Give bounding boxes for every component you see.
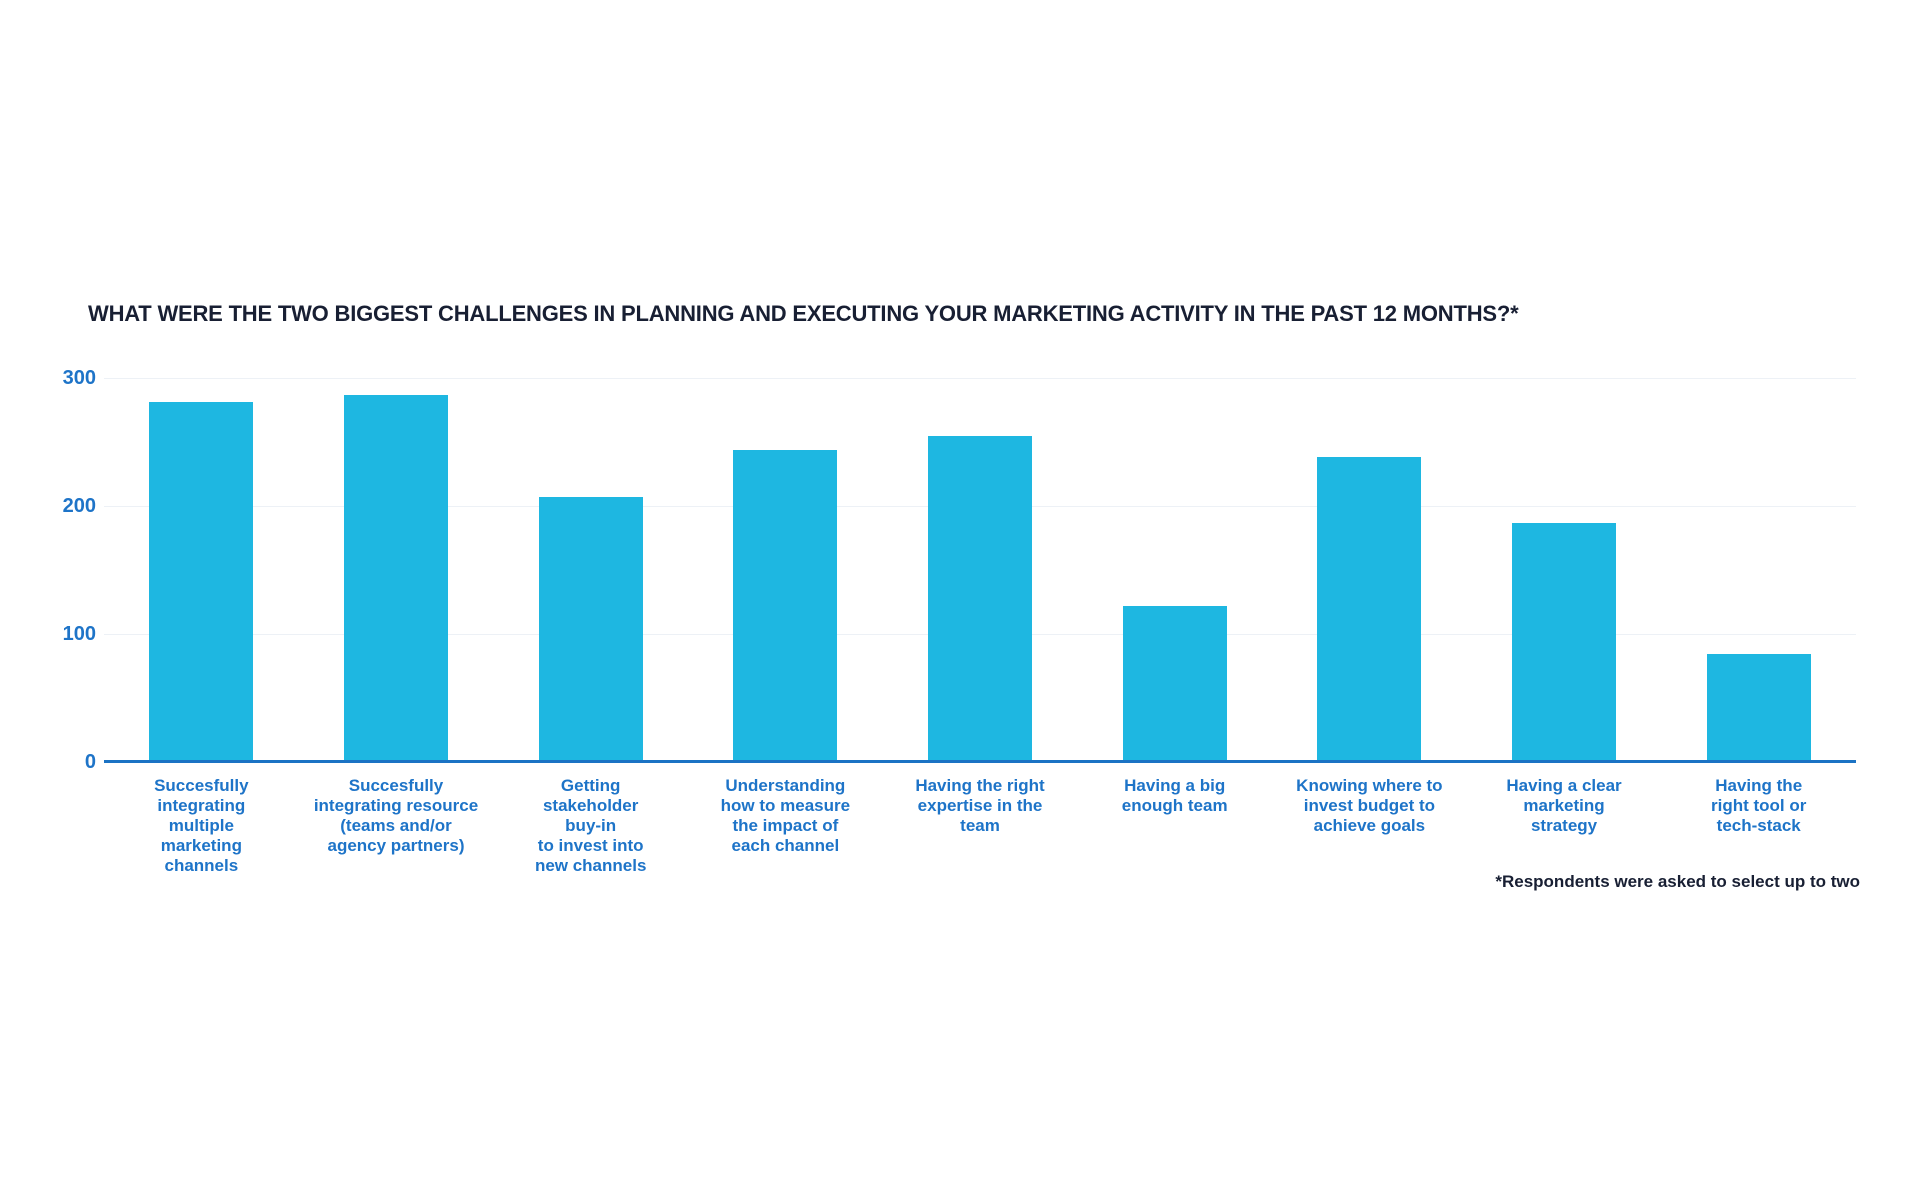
bar-column [1661,378,1856,762]
category-label: Succesfully integrating resource (teams … [313,776,479,855]
category-labels: Succesfully integrating multiple marketi… [104,776,1856,876]
y-axis-tick-label: 200 [62,495,96,517]
y-axis-tick-label: 0 [84,751,96,773]
bar [733,449,838,762]
bar [344,394,448,762]
y-axis-tick-label: 300 [62,367,96,389]
y-axis-tick-label: 100 [62,623,96,645]
x-axis-line [104,760,1856,763]
category-label: Succesfully integrating multiple marketi… [154,776,249,875]
category-label: Having a clear marketing strategy [1506,776,1622,835]
bar [928,435,1033,762]
category-label: Getting stakeholder buy-in to invest int… [534,776,647,875]
chart-plot [100,378,1856,763]
y-axis: 0 100 200 300 [0,367,96,773]
bar-column [1467,378,1662,762]
bar-column [299,378,494,762]
bar [149,402,254,762]
category-label: Having the right tool or tech-stack [1711,776,1807,835]
bar-column [493,378,688,762]
bar [538,497,643,762]
chart-footnote: *Respondents were asked to select up to … [1495,872,1860,891]
bar-column [1077,378,1272,762]
bar-column [1272,378,1467,762]
chart-title: WHAT WERE THE TWO BIGGEST CHALLENGES IN … [88,301,1519,326]
bar [1317,457,1422,762]
bar [1706,654,1811,762]
category-label: Having a big enough team [1121,776,1228,815]
category-label: Understanding how to measure the impact … [720,776,851,855]
bar-column [883,378,1078,762]
bar [1122,605,1227,762]
bars-layer [104,378,1856,762]
gridline-300 [104,378,1856,379]
bar-column [688,378,883,762]
category-label: Having the right expertise in the team [915,776,1045,835]
category-label: Knowing where to invest budget to achiev… [1296,776,1443,835]
bar-column [104,378,299,762]
bar [1512,522,1617,762]
